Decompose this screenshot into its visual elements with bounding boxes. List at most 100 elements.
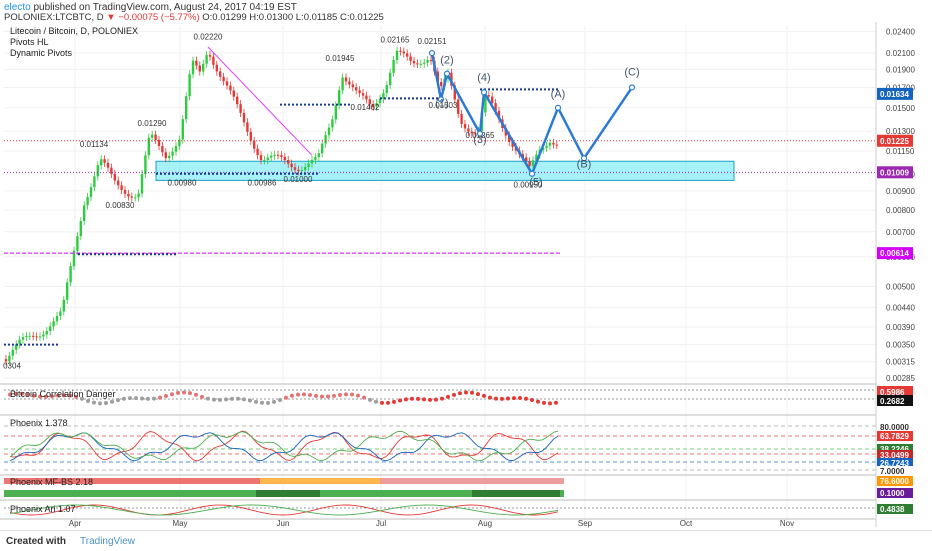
bcd-dot bbox=[506, 396, 510, 401]
bcd-dot bbox=[518, 396, 522, 401]
pivot-label: 0.01462 bbox=[351, 103, 380, 112]
mfbs-top-bar bbox=[152, 478, 156, 484]
mfbs-top-bar bbox=[484, 478, 488, 484]
bcd-dot bbox=[50, 394, 54, 399]
candle-body bbox=[174, 146, 178, 152]
mfbs-bar bbox=[12, 490, 16, 497]
candle-body bbox=[253, 140, 256, 149]
bcd-dot bbox=[458, 391, 462, 396]
mfbs-bar bbox=[308, 490, 312, 497]
wave-label: (1) bbox=[435, 98, 448, 110]
support-zone-rect bbox=[155, 160, 735, 181]
grid bbox=[4, 26, 876, 527]
mfbs-bar bbox=[336, 490, 340, 497]
pivot-label: 0.02165 bbox=[381, 36, 410, 45]
mfbs-bar bbox=[340, 490, 344, 497]
publish-header: electo published on TradingView.com, Aug… bbox=[0, 0, 932, 23]
mfbs-top-bar bbox=[476, 478, 480, 484]
mfbs-top-bar bbox=[364, 478, 368, 484]
mfbs-bar bbox=[468, 490, 472, 497]
candle-body bbox=[389, 72, 392, 86]
candle-body bbox=[423, 62, 426, 64]
mfbs-bar bbox=[324, 490, 328, 497]
candle-body bbox=[123, 190, 127, 194]
pivot-lines: 0.02220 0.02165 0.02151 0.01945 0.01290 0.011… bbox=[3, 33, 876, 371]
mfbs-bar bbox=[556, 490, 560, 497]
price-badge bbox=[877, 247, 913, 260]
candle-body bbox=[103, 159, 106, 163]
candle-body bbox=[361, 93, 365, 96]
mfbs-top-bar bbox=[260, 478, 264, 484]
mfbs-badge bbox=[877, 476, 913, 486]
mfbs-top-bar bbox=[440, 478, 444, 484]
bcd-dot bbox=[494, 396, 498, 401]
mfbs-bar bbox=[16, 490, 20, 497]
y-tick-label: 0.00800 bbox=[886, 206, 915, 215]
candle-body bbox=[331, 119, 334, 128]
candle-body bbox=[368, 99, 371, 105]
mfbs-bar bbox=[196, 490, 200, 497]
candle-body bbox=[416, 63, 419, 65]
candle-body bbox=[293, 167, 297, 170]
bcd-dot bbox=[194, 392, 198, 397]
candle-body bbox=[351, 84, 354, 88]
mfbs-top-bar bbox=[36, 478, 40, 484]
mfbs-top-bar bbox=[148, 478, 152, 484]
tradingview-logo[interactable]: TradingView bbox=[80, 536, 136, 547]
candle-body bbox=[66, 282, 69, 300]
y-tick-label: 0.01900 bbox=[886, 65, 915, 74]
mfbs-bar bbox=[392, 490, 396, 497]
mfbs-bar bbox=[380, 490, 384, 497]
mfbs-bar bbox=[412, 490, 416, 497]
author-link[interactable]: electo bbox=[4, 2, 31, 13]
bcd-dot bbox=[164, 394, 168, 399]
candle-body bbox=[72, 250, 76, 267]
candle-body bbox=[21, 337, 25, 340]
mfbs-bar bbox=[356, 490, 360, 497]
mfbs-top-bar bbox=[376, 478, 380, 484]
mfbs-bar bbox=[500, 490, 504, 497]
candle-body bbox=[110, 167, 113, 174]
bcd-dot bbox=[344, 392, 348, 397]
candle-body bbox=[161, 146, 164, 153]
candle-body bbox=[399, 50, 402, 52]
bcd-dot bbox=[452, 392, 456, 397]
mfbs-top-bar bbox=[300, 478, 304, 484]
candle-body bbox=[409, 56, 412, 61]
mfbs-bar bbox=[448, 490, 452, 497]
mfbs-bar bbox=[128, 490, 132, 497]
mfbs-top-bar bbox=[384, 478, 388, 484]
mfbs-bar bbox=[268, 490, 272, 497]
pivot-label: 0.00950 bbox=[514, 180, 543, 189]
mfbs-top-bar bbox=[72, 478, 76, 484]
mfbs-top-bar bbox=[532, 478, 536, 484]
mfbs-bar bbox=[372, 490, 376, 497]
mfbs-top-bar bbox=[140, 478, 144, 484]
mfbs-top-bar bbox=[188, 478, 192, 484]
bcd-dot bbox=[554, 400, 558, 405]
mfbs-bar bbox=[168, 490, 172, 497]
candle-body bbox=[470, 131, 473, 134]
candle-body bbox=[185, 96, 188, 120]
legend-pivots: Pivots HL bbox=[10, 37, 49, 47]
mfbs-bar bbox=[388, 490, 392, 497]
mfbs-bar bbox=[80, 490, 84, 497]
chart-area[interactable]: 0.02220 0.02165 0.02151 0.01945 0.01290 0.011… bbox=[0, 22, 932, 530]
mfbs-top-bar bbox=[460, 478, 464, 484]
wave-node bbox=[437, 96, 445, 103]
mfbs-top-bar bbox=[156, 478, 160, 484]
bcd-dot bbox=[272, 399, 276, 404]
mfbs-top-bar bbox=[68, 478, 72, 484]
mfbs-top-bar bbox=[264, 478, 268, 484]
bcd-dot bbox=[20, 391, 24, 396]
x-tick-label: Apr bbox=[69, 519, 82, 528]
candle-body bbox=[120, 185, 123, 191]
mfbs-top-bar bbox=[124, 478, 128, 484]
candle-body bbox=[205, 55, 208, 64]
candle-body bbox=[548, 142, 552, 146]
mfbs-bar bbox=[40, 490, 44, 497]
mfbs-bar bbox=[424, 490, 428, 497]
candle-body bbox=[487, 95, 490, 97]
mfbs-bar bbox=[400, 490, 404, 497]
candle-body bbox=[52, 321, 55, 327]
